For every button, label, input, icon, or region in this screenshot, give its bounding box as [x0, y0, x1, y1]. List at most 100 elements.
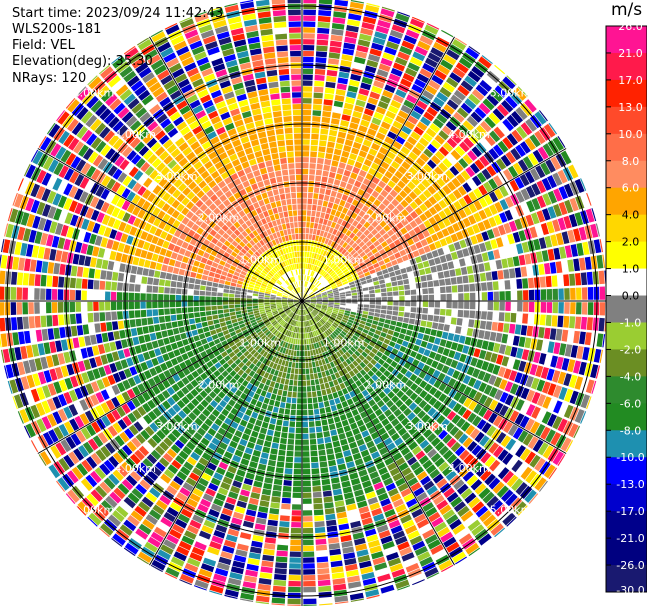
velocity-gate — [307, 192, 313, 199]
velocity-gate — [141, 496, 154, 508]
velocity-gate — [422, 459, 433, 470]
velocity-gate — [364, 65, 377, 74]
velocity-gate — [287, 311, 293, 316]
velocity-gate — [263, 397, 270, 405]
velocity-gate — [480, 452, 492, 464]
velocity-gate — [310, 297, 316, 300]
velocity-gate — [83, 359, 92, 371]
velocity-gate — [182, 338, 189, 346]
velocity-gate — [316, 299, 322, 301]
velocity-gate — [542, 193, 552, 206]
velocity-gate — [348, 79, 360, 87]
velocity-gate — [541, 411, 552, 425]
velocity-gate — [311, 385, 316, 392]
velocity-gate — [357, 500, 368, 509]
velocity-gate — [200, 311, 206, 317]
velocity-gate — [376, 351, 383, 358]
velocity-gate — [414, 386, 423, 395]
velocity-gate — [351, 382, 358, 390]
velocity-gate — [512, 427, 524, 440]
velocity-gate — [92, 368, 101, 380]
velocity-gate — [557, 217, 567, 231]
velocity-gate — [486, 229, 495, 240]
velocity-gate — [41, 261, 49, 274]
velocity-gate — [283, 306, 289, 310]
velocity-gate — [448, 350, 456, 359]
velocity-gate — [341, 480, 351, 488]
velocity-gate — [267, 340, 273, 346]
velocity-gate — [157, 339, 165, 347]
velocity-gate — [293, 326, 297, 333]
velocity-gate — [409, 56, 423, 67]
velocity-gate — [321, 317, 327, 323]
velocity-gate — [263, 543, 276, 550]
velocity-gate — [396, 244, 404, 251]
velocity-gate — [302, 421, 309, 428]
velocity-gate — [423, 111, 435, 122]
velocity-gate — [462, 248, 470, 257]
velocity-gate — [514, 218, 523, 230]
velocity-gate — [318, 268, 323, 274]
velocity-gate — [320, 278, 326, 284]
velocity-gate — [154, 348, 162, 357]
velocity-gate — [539, 314, 546, 326]
velocity-gate — [166, 534, 180, 545]
velocity-gate — [484, 351, 493, 362]
velocity-gate — [305, 333, 308, 339]
velocity-gate — [344, 139, 354, 147]
velocity-gate — [121, 461, 133, 473]
velocity-gate — [504, 394, 514, 406]
velocity-gate — [387, 557, 402, 567]
velocity-gate — [526, 389, 536, 402]
velocity-gate — [438, 559, 453, 571]
velocity-gate — [320, 318, 326, 324]
velocity-gate — [156, 355, 165, 364]
velocity-gate — [322, 395, 329, 402]
velocity-gate — [59, 327, 66, 339]
velocity-gate — [95, 333, 103, 344]
velocity-gate — [246, 441, 255, 449]
velocity-gate — [333, 353, 339, 360]
velocity-gate — [276, 325, 282, 331]
velocity-gate — [362, 237, 370, 244]
velocity-gate — [441, 331, 449, 340]
velocity-gate — [285, 309, 291, 314]
velocity-gate — [377, 399, 385, 408]
velocity-gate — [318, 236, 323, 242]
velocity-gate — [374, 422, 384, 431]
velocity-gate — [363, 290, 369, 295]
velocity-gate — [219, 513, 231, 522]
velocity-gate — [229, 289, 235, 294]
velocity-gate — [328, 303, 334, 306]
velocity-gate — [371, 190, 380, 199]
velocity-gate — [176, 546, 190, 556]
velocity-gate — [256, 353, 262, 360]
velocity-gate — [466, 328, 474, 337]
velocity-gate — [224, 589, 239, 598]
velocity-gate — [373, 355, 380, 362]
velocity-gate — [317, 152, 325, 159]
velocity-gate — [517, 430, 529, 443]
velocity-gate — [364, 528, 377, 537]
velocity-gate — [400, 267, 407, 274]
velocity-gate — [34, 315, 41, 328]
velocity-gate — [326, 75, 337, 83]
velocity-gate — [475, 465, 488, 478]
velocity-gate — [289, 325, 293, 331]
velocity-gate — [542, 445, 554, 459]
velocity-gate — [439, 355, 448, 364]
velocity-gate — [232, 511, 244, 520]
velocity-gate — [318, 341, 322, 348]
velocity-gate — [170, 308, 176, 315]
velocity-gate — [224, 417, 233, 426]
velocity-gate — [385, 237, 393, 245]
velocity-gate — [194, 284, 200, 290]
velocity-gate — [561, 358, 570, 371]
velocity-gate — [308, 291, 313, 296]
velocity-gate — [210, 503, 222, 513]
velocity-gate — [457, 406, 467, 417]
velocity-gate — [362, 16, 377, 25]
velocity-gate — [329, 40, 342, 48]
velocity-gate — [269, 317, 275, 322]
velocity-gate — [20, 242, 28, 256]
